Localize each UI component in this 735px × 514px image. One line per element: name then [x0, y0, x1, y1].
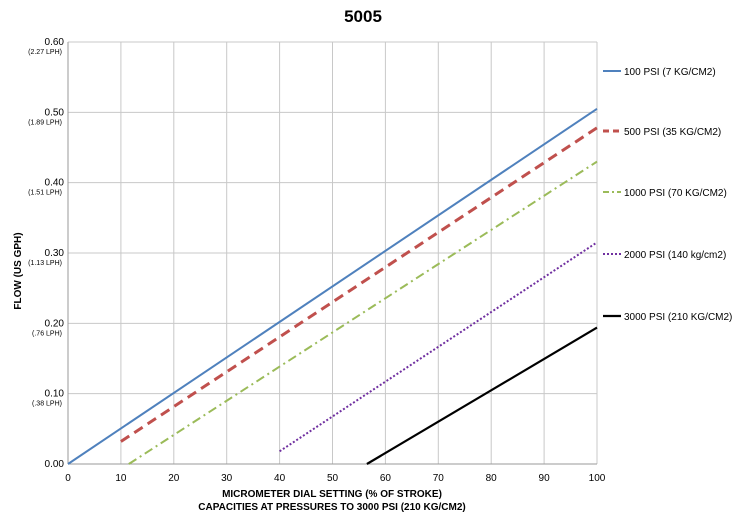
y-tick-sublabel: (2.27 LPH)	[28, 49, 62, 56]
y-tick-sublabel: (1.89 LPH)	[28, 119, 62, 126]
y-tick-sublabel: (.76 LPH)	[32, 330, 62, 337]
series-line-3	[128, 160, 598, 465]
y-tick-label: 0.60	[45, 37, 65, 48]
series-line-5	[366, 326, 598, 465]
legend-label: 500 PSI (35 KG/CM2)	[624, 127, 721, 138]
x-axis-label-secondary: CAPACITIES AT PRESSURES TO 3000 PSI (210…	[198, 502, 465, 513]
x-tick-label: 100	[589, 473, 606, 484]
series-layer	[67, 107, 598, 465]
y-tick-sublabel: (.38 LPH)	[32, 401, 62, 408]
series-line-4	[279, 241, 598, 453]
x-tick-label: 60	[380, 473, 392, 484]
y-ticks: 0.00 0.10(.38 LPH) 0.20(.76 LPH) 0.30(1.13 …	[28, 37, 64, 470]
x-tick-label: 80	[486, 473, 498, 484]
y-tick-sublabel: (1.51 LPH)	[28, 190, 62, 197]
plot-frame	[67, 42, 597, 465]
legend-label: 2000 PSI (140 kg/cm2)	[624, 250, 726, 261]
y-tick-label: 0.50	[45, 107, 65, 118]
x-tick-label: 40	[274, 473, 286, 484]
legend-label: 1000 PSI (70 KG/CM2)	[624, 188, 727, 199]
y-tick-label: 0.00	[45, 459, 65, 470]
legend-label: 3000 PSI (210 KG/CM2)	[624, 312, 732, 323]
x-tick-label: 20	[168, 473, 180, 484]
legend: 100 PSI (7 KG/CM2) 500 PSI (35 KG/CM2) 100…	[603, 67, 732, 323]
x-tick-label: 30	[221, 473, 233, 484]
x-ticks: 0 10 20 30 40 50 60 70 80 90 100	[65, 473, 606, 484]
x-tick-label: 90	[539, 473, 551, 484]
series-line-2	[120, 126, 598, 443]
series-line-1	[67, 107, 598, 465]
x-tick-label: 0	[65, 473, 71, 484]
grid	[67, 41, 598, 465]
y-axis-label: FLOW (US GPH)	[13, 232, 24, 309]
x-tick-label: 10	[115, 473, 127, 484]
x-tick-label: 70	[433, 473, 445, 484]
x-axis-label: MICROMETER DIAL SETTING (% OF STROKE)	[222, 489, 442, 500]
y-tick-label: 0.40	[45, 178, 65, 189]
y-tick-label: 0.20	[45, 318, 65, 329]
y-tick-sublabel: (1.13 LPH)	[28, 260, 62, 267]
legend-label: 100 PSI (7 KG/CM2)	[624, 67, 716, 78]
chart-title: 5005	[344, 7, 382, 26]
y-tick-label: 0.30	[45, 248, 65, 259]
x-tick-label: 50	[327, 473, 339, 484]
y-tick-label: 0.10	[45, 389, 65, 400]
